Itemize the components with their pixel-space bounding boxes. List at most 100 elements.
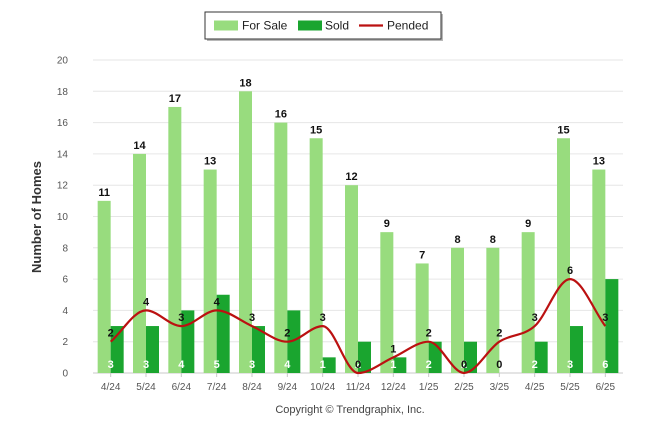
pended-value-label: 1 (390, 343, 396, 355)
sold-value-label: 6 (602, 359, 608, 371)
copyright-text: Copyright © Trendgraphix, Inc. (275, 404, 424, 416)
for-sale-value-label: 9 (525, 218, 531, 230)
for-sale-value-label: 8 (454, 234, 460, 246)
sold-value-label: 1 (320, 359, 326, 371)
legend[interactable]: For Sale Sold Pended (204, 11, 443, 41)
sold-value-label: 3 (249, 359, 255, 371)
y-tick-label: 18 (57, 87, 69, 98)
y-tick-label: 4 (62, 306, 68, 317)
pended-value-label: 3 (320, 312, 326, 324)
y-tick-label: 10 (57, 212, 69, 223)
x-tick-label: 4/25 (525, 382, 545, 393)
for-sale-bar (415, 263, 429, 373)
sold-bar (464, 341, 477, 373)
for-sale-bar (380, 232, 394, 373)
for-sale-bar (521, 232, 535, 373)
sold-bar (322, 357, 336, 373)
x-tick-label: 6/25 (596, 382, 616, 393)
y-tick-label: 20 (57, 56, 69, 67)
x-tick-label: 11/24 (346, 382, 371, 393)
sold-value-label: 2 (355, 359, 361, 371)
for-sale-value-label: 7 (419, 249, 425, 261)
sold-value-label: 2 (426, 359, 432, 371)
pended-value-label: 0 (461, 359, 467, 371)
for-sale-bar (168, 106, 182, 373)
sold-bar (146, 326, 159, 373)
x-tick-label: 3/25 (490, 382, 510, 393)
for-sale-value-label: 17 (169, 93, 181, 105)
for-sale-value-label: 8 (490, 234, 496, 246)
pended-value-label: 0 (355, 359, 361, 371)
sold-bar (428, 341, 442, 373)
pended-value-label: 6 (567, 265, 573, 277)
y-tick-label: 0 (62, 369, 68, 380)
pended-value-label: 4 (143, 296, 150, 308)
pended-value-label: 3 (249, 312, 255, 324)
pended-line-layer (109, 277, 607, 375)
sold-value-label: 2 (461, 359, 467, 371)
pended-value-label: 3 (532, 312, 538, 324)
for-sale-value-label: 13 (593, 156, 605, 168)
sold-value-label: 3 (143, 359, 149, 371)
y-axis-label: Number of Homes (29, 161, 44, 273)
sold-bar (534, 341, 548, 373)
y-tick-label: 6 (62, 275, 68, 286)
sold-value-label: 4 (178, 359, 185, 371)
for-sale-legend-label: For Sale (242, 19, 288, 33)
x-tick-label: 12/24 (381, 382, 406, 393)
for-sale-bar (133, 153, 146, 373)
pended-value-label: 2 (108, 328, 114, 340)
for-sale-bar (239, 91, 252, 374)
y-tick-label: 12 (57, 181, 69, 192)
sold-legend-swatch (298, 20, 322, 31)
for-sale-bar (486, 247, 500, 373)
for-sale-value-label: 18 (239, 77, 251, 89)
for-sale-value-label: 16 (275, 109, 287, 121)
x-tick-label: 9/24 (278, 382, 298, 393)
y-tick-label: 8 (62, 243, 68, 254)
for-sale-bar (557, 138, 570, 373)
sold-bar (287, 310, 301, 373)
x-tick-label: 10/24 (310, 382, 335, 393)
pended-value-label: 2 (284, 328, 290, 340)
sold-value-label: 2 (532, 359, 538, 371)
sold-bar (216, 294, 230, 373)
x-tick-label: 1/25 (419, 382, 439, 393)
pended-value-label: 4 (214, 296, 221, 308)
sold-value-label: 4 (284, 359, 291, 371)
bars (97, 91, 619, 374)
sold-value-label: 0 (496, 359, 502, 371)
pended-legend-label: Pended (387, 19, 428, 33)
sold-value-label: 5 (214, 359, 220, 371)
for-sale-bar (309, 138, 323, 373)
y-tick-label: 14 (57, 149, 69, 160)
sold-value-label: 3 (108, 359, 114, 371)
x-tick-label: 2/25 (454, 382, 474, 393)
x-tick-label: 7/24 (207, 382, 227, 393)
x-tick-label: 6/24 (172, 382, 192, 393)
pended-value-label: 3 (602, 312, 608, 324)
sold-value-label: 3 (567, 359, 573, 371)
sold-bar (570, 326, 583, 373)
for-sale-value-label: 15 (557, 124, 569, 136)
x-tick-label: 8/24 (242, 382, 262, 393)
for-sale-value-label: 15 (310, 124, 322, 136)
for-sale-bar (97, 200, 111, 373)
for-sale-value-label: 11 (98, 187, 110, 199)
pended-value-label: 2 (496, 328, 502, 340)
for-sale-value-label: 13 (204, 156, 216, 168)
x-tick-label: 4/24 (101, 382, 121, 393)
for-sale-bar (592, 169, 606, 373)
for-sale-value-label: 14 (133, 140, 146, 152)
for-sale-value-label: 12 (345, 171, 357, 183)
for-sale-bar (451, 247, 464, 373)
data-labels: 1131431741351831641511229172828092153136… (98, 77, 608, 371)
pended-value-label: 3 (178, 312, 184, 324)
sold-legend-label: Sold (325, 19, 349, 33)
for-sale-bar (274, 122, 288, 373)
y-tick-label: 16 (57, 118, 69, 129)
for-sale-bar (345, 185, 358, 373)
legend-box (204, 11, 442, 40)
